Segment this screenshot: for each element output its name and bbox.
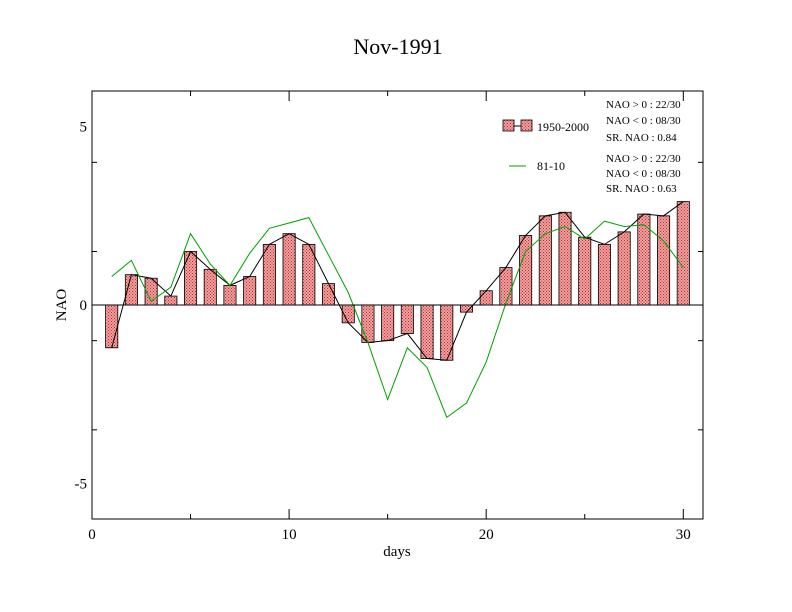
bar-day-9 — [262, 243, 276, 306]
bar-day-15 — [381, 304, 395, 342]
bar-day-25 — [578, 236, 592, 306]
bar-day-29 — [657, 215, 671, 306]
bar-day-27 — [617, 231, 631, 306]
bar-day-30 — [676, 201, 690, 306]
legend-label-81-10: 81-10 — [537, 159, 565, 173]
legend-stat-1-nao-neg: NAO < 0 : 08/30 — [606, 115, 681, 127]
bar-day-18 — [440, 304, 454, 361]
bar-day-10 — [282, 233, 296, 306]
y-tick-label: 5 — [80, 120, 88, 136]
bar-day-6 — [203, 268, 217, 306]
bar-day-23 — [538, 215, 552, 306]
legend: 1950-2000 NAO > 0 : 22/30 NAO < 0 : 08/3… — [502, 99, 681, 195]
legend-bar-swatch-right — [520, 119, 533, 132]
y-tick-label: -5 — [75, 476, 88, 492]
legend-stat-1-sr-nao: SR. NAO : 0.84 — [606, 132, 677, 144]
bar-day-20 — [479, 290, 493, 306]
legend-bar-swatch-left — [502, 119, 515, 132]
legend-stat-2-sr-nao: SR. NAO : 0.63 — [606, 183, 677, 195]
x-tick-label: 20 — [479, 527, 494, 543]
x-axis-label: days — [383, 544, 411, 560]
legend-stat-2-nao-pos: NAO > 0 : 22/30 — [606, 153, 681, 165]
bars-series-1950-2000 — [105, 201, 690, 361]
bar-day-12 — [322, 283, 336, 306]
y-axis-label: NAO — [54, 289, 70, 322]
bar-day-26 — [597, 243, 611, 306]
axis-ticks — [91, 91, 703, 520]
bar-day-16 — [400, 304, 414, 334]
bar-day-1 — [105, 304, 119, 349]
x-tick-label: 10 — [282, 527, 297, 543]
y-tick-label: 0 — [80, 298, 88, 314]
legend-stat-1-nao-pos: NAO > 0 : 22/30 — [606, 99, 681, 111]
bar-day-4 — [164, 295, 178, 306]
legend-stat-2-nao-neg: NAO < 0 : 08/30 — [606, 168, 681, 180]
bar-day-17 — [420, 304, 434, 359]
x-tick-label: 30 — [676, 527, 691, 543]
lines-layer — [111, 201, 684, 419]
chart-title: Nov-1991 — [353, 34, 442, 59]
bar-day-8 — [243, 276, 257, 306]
bar-day-7 — [223, 284, 237, 306]
bar-day-5 — [184, 251, 198, 306]
bar-day-14 — [361, 304, 375, 343]
bar-day-22 — [519, 235, 533, 306]
line-series-1950-2000 — [111, 201, 684, 361]
x-tick-label: 0 — [88, 527, 96, 543]
bar-day-19 — [459, 304, 473, 313]
axis-tick-labels: 0 10 20 30 -5 0 5 — [75, 120, 691, 543]
legend-label-1950-2000: 1950-2000 — [537, 120, 589, 134]
line-series-81-10 — [111, 217, 684, 419]
